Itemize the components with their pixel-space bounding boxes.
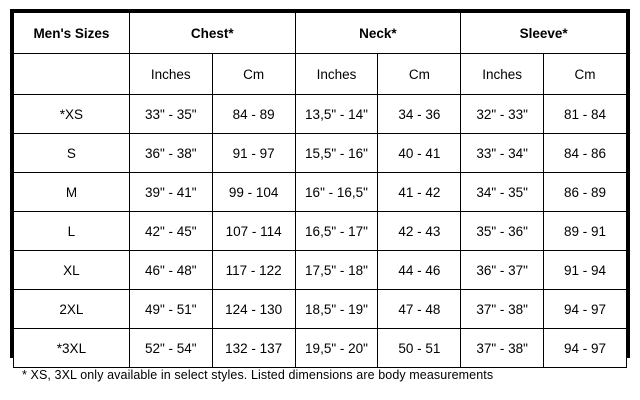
cell-chest-inches: 52" - 54" xyxy=(128,328,213,368)
cell-neck-cm: 42 - 43 xyxy=(377,211,462,251)
cell-sleeve-cm: 91 - 94 xyxy=(543,250,627,290)
cell-chest-cm: 84 - 89 xyxy=(211,94,296,134)
cell-neck-inches: 16,5" - 17" xyxy=(294,211,379,251)
unit-neck-cm: Cm xyxy=(377,53,462,95)
size-chart-table-container: Men's Sizes Chest* Neck* Sleeve* Inches … xyxy=(10,9,630,368)
cell-sleeve-inches: 37" - 38" xyxy=(460,328,545,368)
cell-neck-inches: 19,5" - 20" xyxy=(294,328,379,368)
cell-size: S xyxy=(13,133,130,173)
table-unit-row: Inches Cm Inches Cm Inches Cm xyxy=(13,53,627,95)
table-row: *3XL 52" - 54" 132 - 137 19,5" - 20" 50 … xyxy=(13,328,627,368)
cell-sleeve-inches: 34" - 35" xyxy=(460,172,545,212)
cell-neck-cm: 44 - 46 xyxy=(377,250,462,290)
cell-size: *XS xyxy=(13,94,130,134)
cell-size: L xyxy=(13,211,130,251)
unit-neck-inches: Inches xyxy=(294,53,379,95)
table-row: L 42" - 45" 107 - 114 16,5" - 17" 42 - 4… xyxy=(13,211,627,251)
cell-neck-cm: 34 - 36 xyxy=(377,94,462,134)
unit-chest-inches: Inches xyxy=(128,53,213,95)
cell-neck-cm: 41 - 42 xyxy=(377,172,462,212)
cell-size: XL xyxy=(13,250,130,290)
table-row: 2XL 49" - 51" 124 - 130 18,5" - 19" 47 -… xyxy=(13,289,627,329)
cell-chest-inches: 36" - 38" xyxy=(128,133,213,173)
cell-sleeve-cm: 86 - 89 xyxy=(543,172,627,212)
cell-neck-inches: 16" - 16,5" xyxy=(294,172,379,212)
cell-size: M xyxy=(13,172,130,212)
header-mens-sizes: Men's Sizes xyxy=(13,12,130,54)
cell-sleeve-cm: 81 - 84 xyxy=(543,94,627,134)
cell-chest-inches: 39" - 41" xyxy=(128,172,213,212)
cell-chest-inches: 42" - 45" xyxy=(128,211,213,251)
cell-neck-inches: 13,5" - 14" xyxy=(294,94,379,134)
cell-chest-inches: 49" - 51" xyxy=(128,289,213,329)
cell-sleeve-inches: 33" - 34" xyxy=(460,133,545,173)
cell-chest-inches: 33" - 35" xyxy=(128,94,213,134)
table-header-row: Men's Sizes Chest* Neck* Sleeve* xyxy=(13,12,627,54)
cell-neck-cm: 47 - 48 xyxy=(377,289,462,329)
table-row: M 39" - 41" 99 - 104 16" - 16,5" 41 - 42… xyxy=(13,172,627,212)
cell-sleeve-cm: 94 - 97 xyxy=(543,289,627,329)
header-group-chest: Chest* xyxy=(128,12,296,54)
table-row: S 36" - 38" 91 - 97 15,5" - 16" 40 - 41 … xyxy=(13,133,627,173)
table-row: *XS 33" - 35" 84 - 89 13,5" - 14" 34 - 3… xyxy=(13,94,627,134)
cell-chest-cm: 132 - 137 xyxy=(211,328,296,368)
cell-neck-inches: 17,5" - 18" xyxy=(294,250,379,290)
unit-row-empty-cell xyxy=(13,53,130,95)
cell-chest-cm: 91 - 97 xyxy=(211,133,296,173)
cell-sleeve-inches: 36" - 37" xyxy=(460,250,545,290)
cell-sleeve-cm: 89 - 91 xyxy=(543,211,627,251)
cell-sleeve-cm: 84 - 86 xyxy=(543,133,627,173)
cell-neck-cm: 40 - 41 xyxy=(377,133,462,173)
cell-sleeve-cm: 94 - 97 xyxy=(543,328,627,368)
unit-chest-cm: Cm xyxy=(211,53,296,95)
cell-chest-cm: 117 - 122 xyxy=(211,250,296,290)
header-group-sleeve: Sleeve* xyxy=(460,12,627,54)
cell-sleeve-inches: 37" - 38" xyxy=(460,289,545,329)
size-chart-table: Men's Sizes Chest* Neck* Sleeve* Inches … xyxy=(13,12,627,368)
cell-chest-cm: 99 - 104 xyxy=(211,172,296,212)
cell-sleeve-inches: 32" - 33" xyxy=(460,94,545,134)
footnote-text: * XS, 3XL only available in select style… xyxy=(22,368,494,382)
unit-sleeve-cm: Cm xyxy=(543,53,627,95)
unit-sleeve-inches: Inches xyxy=(460,53,545,95)
cell-size: 2XL xyxy=(13,289,130,329)
header-group-neck: Neck* xyxy=(294,12,462,54)
cell-size: *3XL xyxy=(13,328,130,368)
cell-chest-inches: 46" - 48" xyxy=(128,250,213,290)
cell-neck-inches: 15,5" - 16" xyxy=(294,133,379,173)
cell-sleeve-inches: 35" - 36" xyxy=(460,211,545,251)
cell-neck-inches: 18,5" - 19" xyxy=(294,289,379,329)
cell-chest-cm: 124 - 130 xyxy=(211,289,296,329)
table-row: XL 46" - 48" 117 - 122 17,5" - 18" 44 - … xyxy=(13,250,627,290)
cell-neck-cm: 50 - 51 xyxy=(377,328,462,368)
cell-chest-cm: 107 - 114 xyxy=(211,211,296,251)
